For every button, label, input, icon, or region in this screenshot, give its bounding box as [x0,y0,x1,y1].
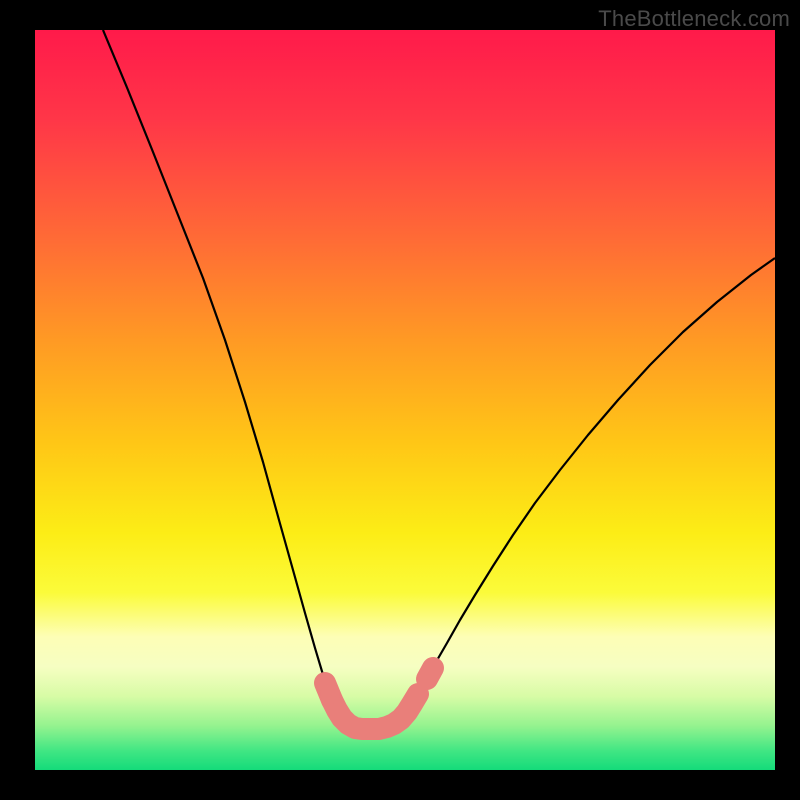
chart-canvas: TheBottleneck.com [0,0,800,800]
watermark-text: TheBottleneck.com [598,6,790,32]
plot-area [35,30,775,770]
gradient-background [35,30,775,770]
